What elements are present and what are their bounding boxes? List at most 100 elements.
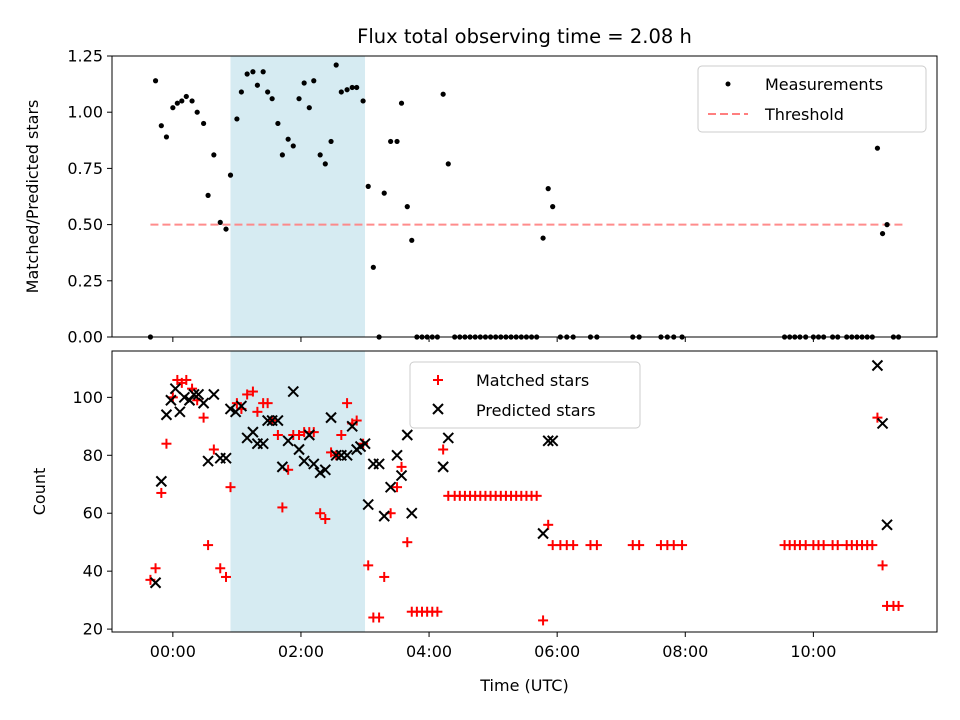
matched-star-point (336, 430, 347, 441)
x-tick-label: 00:00 (150, 642, 196, 661)
measurement-point (269, 96, 275, 102)
measurement-point (158, 123, 164, 129)
predicted-star-point (174, 406, 186, 418)
observing-window-shade (230, 351, 366, 632)
x-tick-label: 04:00 (406, 642, 452, 661)
matched-star-point (877, 560, 888, 571)
measurement-point (170, 105, 176, 111)
y-tick-label: 1.25 (67, 47, 103, 66)
measurement-point (333, 62, 339, 68)
measurement-point (370, 264, 376, 270)
measurement-point (290, 143, 296, 149)
matched-star-point (568, 540, 579, 551)
predicted-star-point (155, 475, 168, 488)
measurement-point (265, 89, 271, 95)
bottom-y-axis-ticks: 20 40 60 80 100 (72, 388, 112, 639)
predicted-star-point (169, 382, 182, 395)
measurement-point (398, 100, 405, 106)
matched-star-point (374, 612, 385, 623)
predicted-star-point (346, 420, 358, 433)
matched-star-point (198, 412, 209, 423)
predicted-star-point (235, 400, 248, 412)
predicted-star-point (871, 359, 884, 372)
bottom-plot-frame (111, 350, 938, 633)
measurement-point (311, 78, 317, 84)
predicted-star-point (437, 461, 449, 473)
measurement-point (349, 84, 355, 91)
predicted-star-point (197, 397, 210, 409)
measurement-point (205, 192, 211, 198)
measurement-point (194, 109, 200, 115)
bottom-legend: Matched stars Predicted stars (409, 361, 641, 429)
x-tick-label: 02:00 (278, 642, 324, 661)
legend-measurements-marker (725, 81, 731, 87)
measurement-point (227, 172, 234, 178)
predicted-star-point (165, 394, 177, 406)
matched-star-point (315, 508, 326, 519)
predicted-star-point (395, 469, 408, 482)
matched-star-point (156, 487, 167, 498)
y-tick-label: 1.00 (67, 103, 103, 122)
measurement-point (550, 204, 556, 210)
matched-star-point (262, 398, 273, 409)
measurement-point (179, 98, 185, 104)
matched-star-point (677, 540, 688, 551)
matched-star-point (342, 398, 353, 409)
legend-measurements-label: Measurements (765, 75, 883, 94)
measurement-point (884, 222, 890, 228)
predicted-star-point (881, 519, 893, 531)
measurement-point (354, 84, 360, 91)
x-tick-label: 08:00 (662, 642, 708, 661)
matched-star-point (181, 374, 192, 385)
matched-star-point (221, 571, 232, 582)
matched-star-point (150, 563, 161, 574)
measurement-point (381, 190, 387, 196)
y-tick-label: 0.25 (67, 271, 103, 290)
measurement-point (217, 219, 223, 225)
observing-window-shade (230, 56, 366, 337)
predicted-star-point (298, 455, 310, 467)
matched-star-point (208, 444, 219, 455)
measurement-point (238, 89, 244, 95)
measurement-point (328, 138, 334, 145)
predicted-star-point (261, 414, 274, 427)
legend-predicted-label: Predicted stars (476, 401, 596, 420)
measurement-point (540, 235, 546, 241)
x-axis-label: Time (UTC) (479, 676, 568, 695)
matched-star-point (867, 540, 878, 551)
top-plot-frame (111, 55, 938, 338)
predicted-star-point (442, 432, 454, 444)
measurement-point (317, 152, 323, 158)
matched-star-point (438, 444, 449, 455)
predicted-star-point (257, 437, 269, 450)
measurement-point (404, 204, 410, 210)
measurement-point (879, 230, 886, 237)
predicted-star-point (391, 449, 403, 461)
x-axis-ticks: 00:00 02:00 04:00 06:00 08:00 10:00 (150, 632, 836, 661)
predicted-star-point (359, 437, 371, 450)
matched-star-point (351, 415, 362, 426)
matched-star-point (161, 438, 172, 449)
measurement-point (322, 161, 328, 167)
predicted-star-point (287, 385, 299, 398)
predicted-star-point (308, 458, 320, 470)
predicted-star-point (282, 435, 294, 447)
measurement-point (223, 226, 229, 232)
matched-star-point (872, 412, 883, 423)
predicted-star-point (537, 527, 549, 540)
measurement-point (394, 138, 400, 145)
x-tick-label: 06:00 (534, 642, 580, 661)
predicted-star-point (272, 414, 284, 427)
matched-star-point (215, 563, 226, 574)
predicted-star-point (330, 449, 342, 461)
matched-star-point (818, 540, 829, 551)
matched-star-point (203, 540, 214, 551)
measurement-point (440, 91, 446, 97)
predicted-star-point (188, 388, 200, 401)
matched-star-point (247, 386, 258, 397)
predicted-star-point (149, 577, 162, 589)
matched-star-point (320, 514, 331, 525)
matched-star-point (531, 490, 542, 501)
measurement-point (445, 161, 451, 167)
